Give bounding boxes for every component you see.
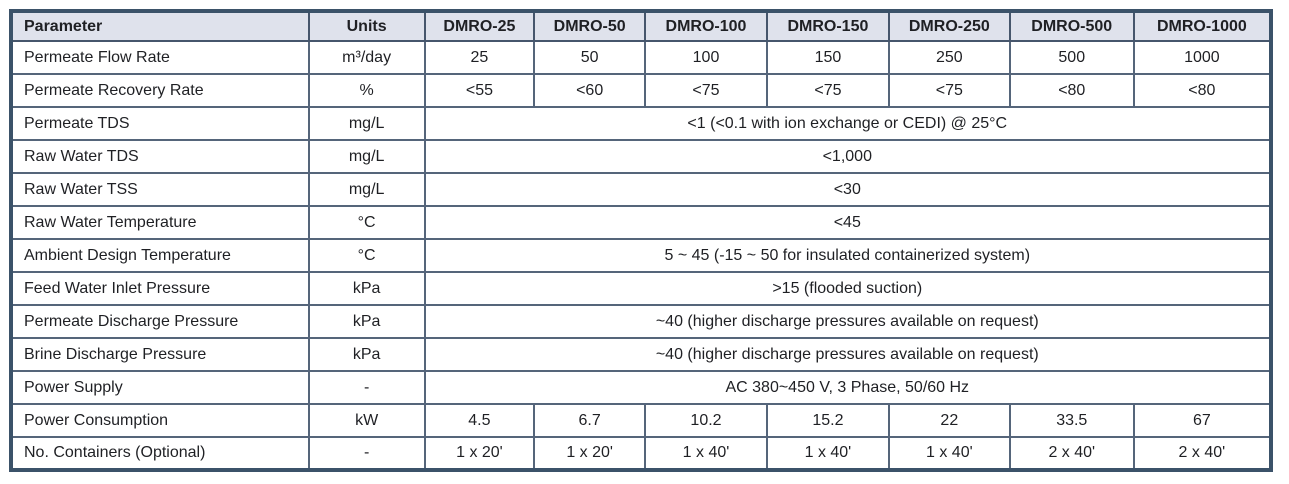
value-cell: 1 x 20' <box>533 436 647 471</box>
units-cell: kPa <box>307 337 426 372</box>
table-row: Permeate Flow Rate m³/day 25 50 100 150 250 500… <box>10 40 1273 75</box>
value-cell: <80 <box>1132 73 1273 108</box>
parameter-cell: Permeate Flow Rate <box>10 40 310 75</box>
value-cell-span: <1,000 <box>423 139 1273 174</box>
table-body: Permeate Flow Rate m³/day 25 50 100 150 250 500… <box>10 40 1273 471</box>
parameter-cell: Ambient Design Temperature <box>10 238 310 273</box>
value-cell: <75 <box>644 73 768 108</box>
table-row: Permeate Recovery Rate% <55 <60 <75 <75 <75 <8… <box>10 73 1273 108</box>
value-cell: 1 x 20' <box>423 436 536 471</box>
units-cell: kPa <box>307 304 426 339</box>
value-cell: 1 x 40' <box>887 436 1011 471</box>
value-cell: 2 x 40' <box>1132 436 1273 471</box>
column-header-dmro-25: DMRO-25 <box>423 10 536 42</box>
table-row: No. Containers (Optional) -1 x 20' 1 x 20'… <box>10 436 1273 471</box>
units-cell: % <box>307 73 426 108</box>
column-header-dmro-250: DMRO-250 <box>887 10 1011 42</box>
value-cell: 4.5 <box>423 403 536 438</box>
value-cell: <60 <box>533 73 647 108</box>
column-header-dmro-100: DMRO-100 <box>644 10 768 42</box>
column-header-dmro-500: DMRO-500 <box>1008 10 1135 42</box>
parameter-cell: Brine Discharge Pressure <box>10 337 310 372</box>
value-cell-span: 5 ~ 45 (-15 ~ 50 for insulated container… <box>423 238 1273 273</box>
table-row: Power Supply - AC 380~450 V, 3 Phase, 50/6… <box>10 370 1273 405</box>
value-cell: <80 <box>1008 73 1135 108</box>
table-row: Permeate Discharge Pressure kPa ~40 (highe… <box>10 304 1273 339</box>
units-cell: kPa <box>307 271 426 306</box>
value-cell: <75 <box>765 73 890 108</box>
value-cell-span: ~40 (higher discharge pressures availabl… <box>423 337 1273 372</box>
units-cell: m³/day <box>307 40 426 75</box>
value-cell: 10.2 <box>644 403 768 438</box>
dmro-specification-table: Parameter Units DMRO-25 DMRO-50 DMRO-100 DMRO… <box>9 9 1273 472</box>
value-cell: <55 <box>423 73 536 108</box>
value-cell: 6.7 <box>533 403 647 438</box>
table-row: Raw Water TDS mg/L <1,000 <box>10 139 1273 174</box>
parameter-cell: Permeate Recovery Rate <box>10 73 310 108</box>
column-header-dmro-150: DMRO-150 <box>765 10 890 42</box>
value-cell: 33.5 <box>1008 403 1135 438</box>
value-cell: 2 x 40' <box>1008 436 1135 471</box>
table-row: Power Consumption kW 4.5 6.7 10.2 15.2 22 33.5 6… <box>10 403 1273 438</box>
parameter-cell: Permeate Discharge Pressure <box>10 304 310 339</box>
column-header-parameter: Parameter <box>10 10 310 42</box>
value-cell: 15.2 <box>765 403 890 438</box>
units-cell: mg/L <box>307 172 426 207</box>
parameter-cell: Raw Water TSS <box>10 172 310 207</box>
value-cell: 25 <box>423 40 536 75</box>
value-cell-span: >15 (flooded suction) <box>423 271 1273 306</box>
column-header-units: Units <box>307 10 426 42</box>
value-cell: <75 <box>887 73 1011 108</box>
value-cell-span: ~40 (higher discharge pressures availabl… <box>423 304 1273 339</box>
parameter-cell: No. Containers (Optional) <box>10 436 310 471</box>
value-cell: 500 <box>1008 40 1135 75</box>
units-cell: mg/L <box>307 139 426 174</box>
value-cell: 22 <box>887 403 1011 438</box>
parameter-cell: Power Supply <box>10 370 310 405</box>
value-cell: 150 <box>765 40 890 75</box>
value-cell-span: AC 380~450 V, 3 Phase, 50/60 Hz <box>423 370 1273 405</box>
units-cell: - <box>307 436 426 471</box>
units-cell: kW <box>307 403 426 438</box>
value-cell: 1 x 40' <box>765 436 890 471</box>
units-cell: - <box>307 370 426 405</box>
column-header-dmro-1000: DMRO-1000 <box>1132 10 1273 42</box>
table-row: Feed Water Inlet Pressure kPa >15 (flooded… <box>10 271 1273 306</box>
parameter-cell: Feed Water Inlet Pressure <box>10 271 310 306</box>
column-header-dmro-50: DMRO-50 <box>533 10 647 42</box>
value-cell-span: <45 <box>423 205 1273 240</box>
parameter-cell: Permeate TDS <box>10 106 310 141</box>
table-row: Raw Water TSS mg/L <30 <box>10 172 1273 207</box>
value-cell: 250 <box>887 40 1011 75</box>
parameter-cell: Raw Water TDS <box>10 139 310 174</box>
value-cell-span: <1 (<0.1 with ion exchange or CEDI) @ 25… <box>423 106 1273 141</box>
value-cell: 67 <box>1132 403 1273 438</box>
value-cell: 50 <box>533 40 647 75</box>
table-row: Ambient Design Temperature °C 5 ~ 45 (-15 … <box>10 238 1273 273</box>
parameter-cell: Power Consumption <box>10 403 310 438</box>
table-row: Brine Discharge Pressure kPa ~40 (higher d… <box>10 337 1273 372</box>
value-cell-span: <30 <box>423 172 1273 207</box>
value-cell: 1 x 40' <box>644 436 768 471</box>
parameter-cell: Raw Water Temperature <box>10 205 310 240</box>
value-cell: 1000 <box>1132 40 1273 75</box>
units-cell: °C <box>307 205 426 240</box>
table-row: Raw Water Temperature °C <45 <box>10 205 1273 240</box>
value-cell: 100 <box>644 40 768 75</box>
header-row: Parameter Units DMRO-25 DMRO-50 DMRO-100 DMRO… <box>10 10 1273 42</box>
table-row: Permeate TDS mg/L <1 (<0.1 with ion exchan… <box>10 106 1273 141</box>
units-cell: mg/L <box>307 106 426 141</box>
units-cell: °C <box>307 238 426 273</box>
